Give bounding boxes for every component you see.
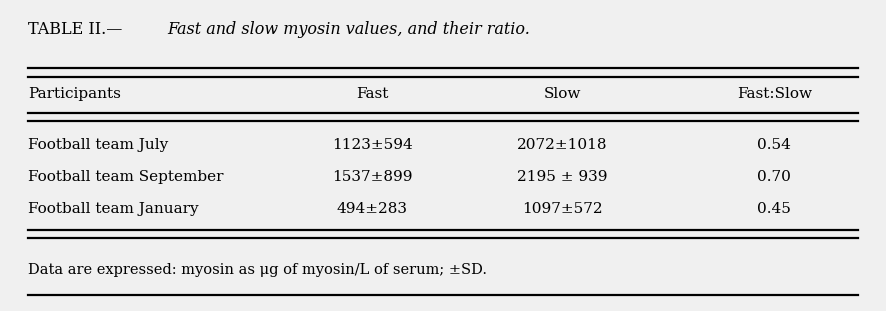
Text: Fast:Slow: Fast:Slow [736, 87, 812, 101]
Text: Football team September: Football team September [27, 170, 223, 184]
Text: Fast and slow myosin values, and their ratio.: Fast and slow myosin values, and their r… [167, 21, 531, 38]
Text: 1097±572: 1097±572 [522, 202, 602, 216]
Text: 0.70: 0.70 [758, 170, 791, 184]
Text: 0.54: 0.54 [758, 138, 791, 152]
Text: Data are expressed: myosin as μg of myosin/L of serum; ±SD.: Data are expressed: myosin as μg of myos… [27, 262, 487, 276]
Text: 2072±1018: 2072±1018 [517, 138, 608, 152]
Text: Slow: Slow [543, 87, 581, 101]
Text: 1123±594: 1123±594 [332, 138, 413, 152]
Text: Participants: Participants [27, 87, 120, 101]
Text: 1537±899: 1537±899 [332, 170, 413, 184]
Text: Football team July: Football team July [27, 138, 168, 152]
Text: Fast: Fast [356, 87, 389, 101]
Text: Football team January: Football team January [27, 202, 198, 216]
Text: 2195 ± 939: 2195 ± 939 [517, 170, 608, 184]
Text: 0.45: 0.45 [758, 202, 791, 216]
Text: 494±283: 494±283 [337, 202, 408, 216]
Text: TABLE II.—: TABLE II.— [27, 21, 122, 38]
